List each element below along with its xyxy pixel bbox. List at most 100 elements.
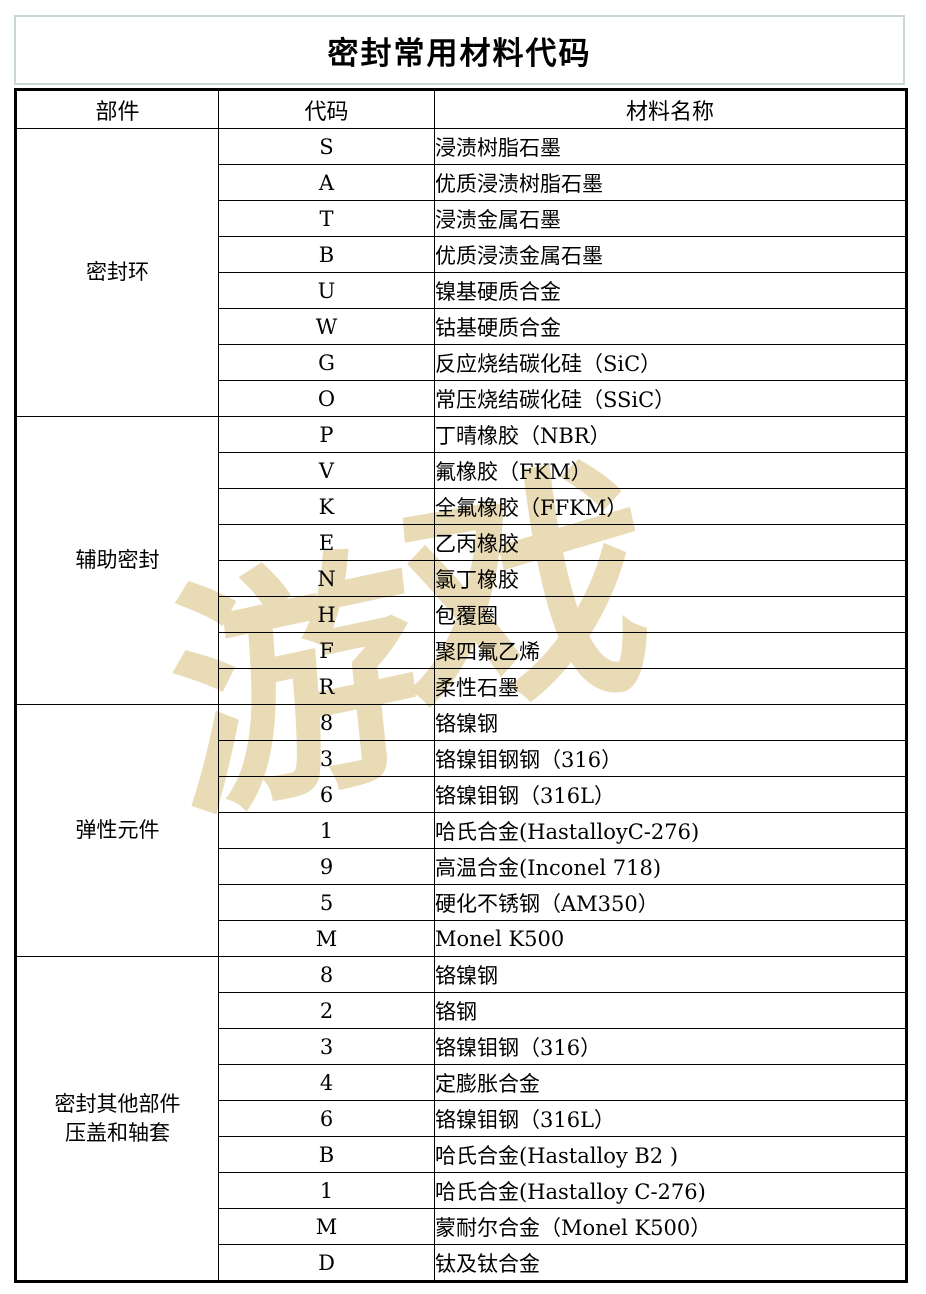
material-code: T [218, 200, 435, 237]
material-name: 蒙耐尔合金（Monel K500） [434, 1208, 907, 1245]
table-row: 6 铬镍钼钢（316L） [16, 1100, 907, 1137]
material-code: K [218, 488, 435, 525]
table-row: 弹性元件 8 铬镍钢 [15, 704, 907, 957]
material-name: 丁晴橡胶（NBR） [434, 416, 907, 453]
material-code: 9 [218, 848, 435, 885]
material-name: 铬镍钢 [434, 704, 907, 741]
table-row: G 反应烧结碳化硅（SiC） [16, 344, 907, 381]
material-code-table: 部件 代码 材料名称 密封环 S 浸渍树脂石墨 A 优质浸渍树脂石墨 T 浸渍金属石墨 B 优质… [14, 88, 908, 1283]
table-row: 6 铬镍钼钢（316L） [16, 776, 907, 813]
material-name: 铬镍钼钢（316L） [434, 1100, 907, 1137]
table-row: 密封环 S 浸渍树脂石墨 [15, 128, 907, 417]
material-code: N [218, 560, 435, 597]
material-name: 乙丙橡胶 [434, 524, 907, 561]
column-header-code: 代码 [218, 89, 435, 129]
material-code: 8 [218, 956, 435, 993]
table-row: R 柔性石墨 [16, 668, 907, 705]
material-code: 1 [218, 1172, 435, 1209]
material-name: 铬镍钼钢（316） [434, 1028, 907, 1065]
material-code: 6 [218, 776, 435, 813]
table-row: 辅助密封 P 丁晴橡胶（NBR） [15, 416, 907, 705]
material-name: 聚四氟乙烯 [434, 632, 907, 669]
material-code: D [218, 1244, 435, 1282]
table-row: N 氯丁橡胶 [16, 560, 907, 597]
table-row: V 氟橡胶（FKM） [16, 452, 907, 489]
material-code: W [218, 308, 435, 345]
material-code: 3 [218, 1028, 435, 1065]
table-row: D 钛及钛合金 [16, 1244, 907, 1282]
material-name: 浸渍树脂石墨 [434, 128, 907, 165]
table-row: 9 高温合金(Inconel 718) [16, 848, 907, 885]
material-code: U [218, 272, 435, 309]
material-code: B [218, 236, 435, 273]
material-name: 钛及钛合金 [434, 1244, 907, 1282]
page-title: 密封常用材料代码 [327, 35, 592, 72]
material-name: 定膨胀合金 [434, 1064, 907, 1101]
material-name: 哈氏合金(HastalloyC-276) [434, 812, 907, 849]
material-code: 1 [218, 812, 435, 849]
material-code: 6 [218, 1100, 435, 1137]
table-body: 密封环 S 浸渍树脂石墨 A 优质浸渍树脂石墨 T 浸渍金属石墨 B 优质浸渍金属石墨 U 镍基硬质… [15, 128, 907, 1282]
table-row: H 包覆圈 [16, 596, 907, 633]
material-code: 4 [218, 1064, 435, 1101]
column-header-name: 材料名称 [434, 89, 907, 129]
part-group-label: 密封其他部件 压盖和轴套 [15, 956, 219, 1282]
material-code: 2 [218, 992, 435, 1029]
table-header-row: 部件 代码 材料名称 [15, 89, 907, 129]
material-name: 镍基硬质合金 [434, 272, 907, 309]
title-box: 密封常用材料代码 [14, 15, 905, 85]
material-code: F [218, 632, 435, 669]
material-name: 铬镍钼钢（316L） [434, 776, 907, 813]
part-group-label: 辅助密封 [15, 416, 219, 705]
material-name: 铬钢 [434, 992, 907, 1029]
material-code: R [218, 668, 435, 705]
material-name: 全氟橡胶（FFKM） [434, 488, 907, 525]
table-header: 部件 代码 材料名称 [15, 89, 907, 129]
material-name: 铬镍钢 [434, 956, 907, 993]
material-code: O [218, 380, 435, 417]
material-code: B [218, 1136, 435, 1173]
table-row: K 全氟橡胶（FFKM） [16, 488, 907, 525]
table-row: 4 定膨胀合金 [16, 1064, 907, 1101]
material-code: M [218, 920, 435, 957]
material-code: P [218, 416, 435, 453]
table-row: B 哈氏合金(Hastalloy B2 ) [16, 1136, 907, 1173]
material-code: M [218, 1208, 435, 1245]
table-row: B 优质浸渍金属石墨 [16, 236, 907, 273]
material-name: 常压烧结碳化硅（SSiC） [434, 380, 907, 417]
material-name: 氟橡胶（FKM） [434, 452, 907, 489]
material-name: 氯丁橡胶 [434, 560, 907, 597]
material-code: A [218, 164, 435, 201]
material-code: 5 [218, 884, 435, 921]
material-name: 包覆圈 [434, 596, 907, 633]
column-header-part: 部件 [15, 89, 219, 129]
material-name: 柔性石墨 [434, 668, 907, 705]
material-name: 优质浸渍金属石墨 [434, 236, 907, 273]
material-name: 硬化不锈钢（AM350） [434, 884, 907, 921]
material-name: 高温合金(Inconel 718) [434, 848, 907, 885]
material-code: S [218, 128, 435, 165]
table-row: F 聚四氟乙烯 [16, 632, 907, 669]
table-row: 1 哈氏合金(Hastalloy C-276) [16, 1172, 907, 1209]
table-row: A 优质浸渍树脂石墨 [16, 164, 907, 201]
table-row: M 蒙耐尔合金（Monel K500） [16, 1208, 907, 1245]
material-code: E [218, 524, 435, 561]
material-code: G [218, 344, 435, 381]
part-group-label: 密封环 [15, 128, 219, 417]
material-name: Monel K500 [434, 920, 907, 957]
material-code: 3 [218, 740, 435, 777]
table-row: 密封其他部件 压盖和轴套 8 铬镍钢 [15, 956, 907, 1282]
material-code: V [218, 452, 435, 489]
table-row: O 常压烧结碳化硅（SSiC） [16, 380, 907, 417]
material-name: 哈氏合金(Hastalloy C-276) [434, 1172, 907, 1209]
table-row: 1 哈氏合金(HastalloyC-276) [16, 812, 907, 849]
material-name: 钴基硬质合金 [434, 308, 907, 345]
material-code: H [218, 596, 435, 633]
material-name: 铬镍钼钢钢（316） [434, 740, 907, 777]
table-row: M Monel K500 [16, 920, 907, 957]
table-row: T 浸渍金属石墨 [16, 200, 907, 237]
material-name: 优质浸渍树脂石墨 [434, 164, 907, 201]
material-name: 哈氏合金(Hastalloy B2 ) [434, 1136, 907, 1173]
part-group-label: 弹性元件 [15, 704, 219, 957]
material-code: 8 [218, 704, 435, 741]
